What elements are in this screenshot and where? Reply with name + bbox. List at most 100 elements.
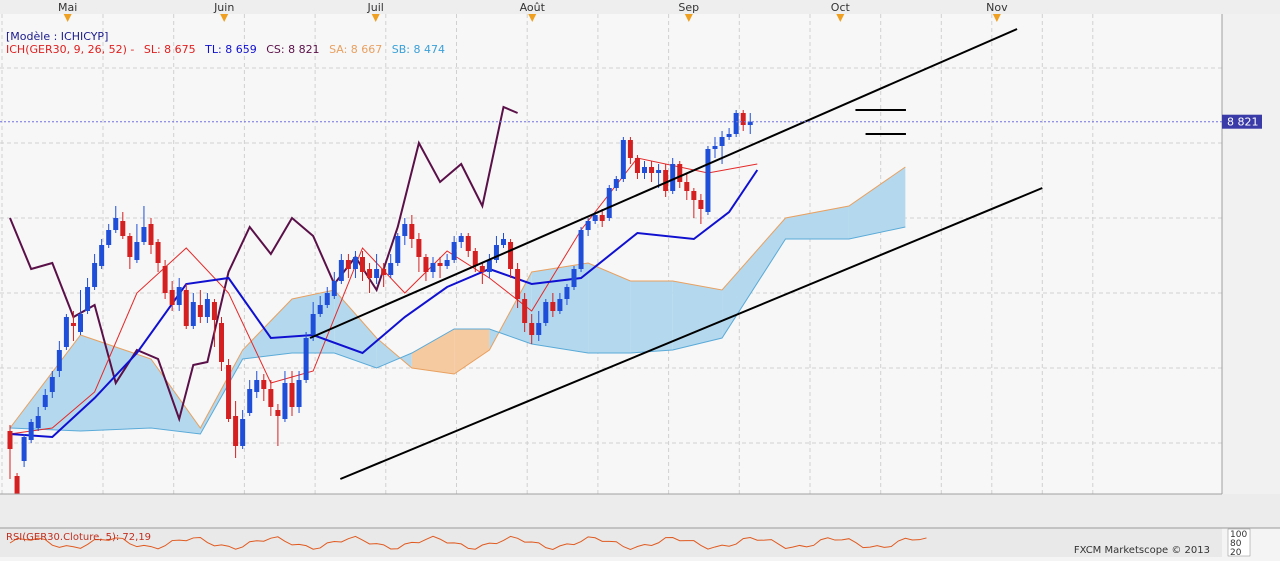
model-label: [Modèle : ICHICYP] bbox=[6, 30, 108, 43]
cloud-segment bbox=[200, 350, 243, 434]
candle-body bbox=[740, 113, 746, 125]
candle-body bbox=[564, 287, 570, 299]
candle-body bbox=[508, 242, 514, 269]
cloud-segment bbox=[785, 206, 849, 239]
month-marker-icon bbox=[992, 14, 1001, 22]
candle-body bbox=[247, 389, 253, 413]
candle-body bbox=[620, 140, 626, 179]
candle-body bbox=[219, 323, 224, 362]
cloud-segment bbox=[722, 218, 786, 338]
y-axis-panel[interactable] bbox=[1222, 14, 1280, 494]
month-label: Juil bbox=[367, 1, 384, 14]
rsi-scale-80: 80 bbox=[1230, 539, 1242, 549]
month-marker-icon bbox=[220, 14, 229, 22]
candle-body bbox=[472, 251, 478, 266]
candle-body bbox=[515, 269, 521, 299]
candle-body bbox=[169, 290, 175, 305]
candle-body bbox=[712, 146, 718, 149]
candle-body bbox=[70, 323, 76, 326]
chikou-span-line bbox=[9, 105, 518, 423]
candle-body bbox=[367, 269, 373, 278]
candle-body bbox=[698, 200, 704, 209]
candle-body bbox=[571, 269, 577, 287]
candle-body bbox=[444, 260, 450, 266]
candle-body bbox=[296, 380, 302, 407]
candle-body bbox=[437, 263, 443, 266]
candle-body bbox=[409, 224, 415, 239]
trend-lines bbox=[309, 28, 1043, 480]
candle-body bbox=[458, 236, 464, 242]
month-marker-icon bbox=[528, 14, 537, 22]
candle-body bbox=[190, 302, 196, 326]
candle-body bbox=[42, 395, 48, 407]
lower-trend-line bbox=[339, 187, 1043, 480]
legend-sb: SB: 8 474 bbox=[392, 43, 445, 56]
candle-body bbox=[726, 134, 732, 137]
month-label: Sep bbox=[678, 1, 699, 14]
candle-body bbox=[120, 221, 126, 236]
x-axis-panel[interactable] bbox=[0, 494, 1280, 528]
candle-body bbox=[529, 323, 535, 335]
rsi-scale-20: 20 bbox=[1230, 548, 1242, 557]
last-price-tag bbox=[1222, 114, 1262, 129]
candle-body bbox=[226, 365, 232, 419]
candle-body bbox=[331, 281, 337, 296]
candle-body bbox=[49, 377, 55, 392]
candle-body bbox=[141, 227, 147, 242]
senkou-span-a-line bbox=[9, 166, 906, 429]
candle-body bbox=[642, 167, 647, 173]
candle-body bbox=[550, 302, 556, 311]
rsi-label: RSI(GER30.Cloture, 5): 72,19 bbox=[6, 532, 151, 543]
candle-body bbox=[705, 149, 711, 212]
candle-body bbox=[691, 191, 697, 200]
month-label: Mai bbox=[58, 1, 77, 14]
legend-sl: SL: 8 675 bbox=[144, 43, 196, 56]
candle-body bbox=[254, 380, 260, 392]
candle-body bbox=[543, 302, 549, 323]
candle-body bbox=[486, 260, 492, 272]
candle-body bbox=[465, 236, 471, 251]
candle-body bbox=[28, 422, 34, 440]
candlesticks bbox=[7, 110, 753, 530]
candle-body bbox=[78, 314, 83, 332]
candle-body bbox=[733, 113, 739, 134]
month-marker-icon bbox=[371, 14, 380, 22]
candle-body bbox=[7, 431, 13, 449]
last-price-value: 8 821 bbox=[1227, 116, 1259, 129]
month-label: Juin bbox=[213, 1, 234, 14]
candle-body bbox=[522, 299, 528, 323]
indicator-lines bbox=[9, 105, 759, 439]
month-label: Nov bbox=[986, 1, 1008, 14]
cloud-segment bbox=[630, 281, 673, 353]
month-marker-icon bbox=[63, 14, 72, 22]
month-label: Oct bbox=[831, 1, 851, 14]
cloud-segment bbox=[848, 167, 906, 239]
candle-body bbox=[324, 293, 330, 305]
candle-body bbox=[35, 416, 41, 428]
candle-body bbox=[176, 287, 182, 305]
candle-body bbox=[345, 260, 351, 269]
month-marker-icon bbox=[836, 14, 845, 22]
candle-body bbox=[211, 302, 217, 320]
candle-body bbox=[134, 242, 140, 260]
candle-body bbox=[656, 170, 662, 173]
upper-trend-line bbox=[309, 28, 1018, 339]
candle-body bbox=[56, 350, 62, 371]
candle-body bbox=[402, 224, 408, 236]
candle-body bbox=[155, 242, 161, 263]
kijun-sen-line bbox=[9, 169, 759, 439]
footer-copyright: FXCM Marketscope © 2013 bbox=[1074, 545, 1210, 556]
candle-body bbox=[261, 380, 267, 389]
candle-body bbox=[374, 269, 380, 278]
candle-body bbox=[352, 257, 358, 269]
candle-body bbox=[451, 242, 457, 260]
candle-body bbox=[317, 305, 323, 314]
legend-sa: SA: 8 667 bbox=[329, 43, 382, 56]
candle-body bbox=[627, 140, 633, 158]
rsi-line bbox=[9, 535, 927, 551]
candle-body bbox=[479, 266, 485, 272]
cloud-segment bbox=[151, 359, 201, 434]
candle-body bbox=[381, 269, 387, 275]
candle-body bbox=[585, 221, 591, 230]
candle-body bbox=[677, 164, 683, 182]
